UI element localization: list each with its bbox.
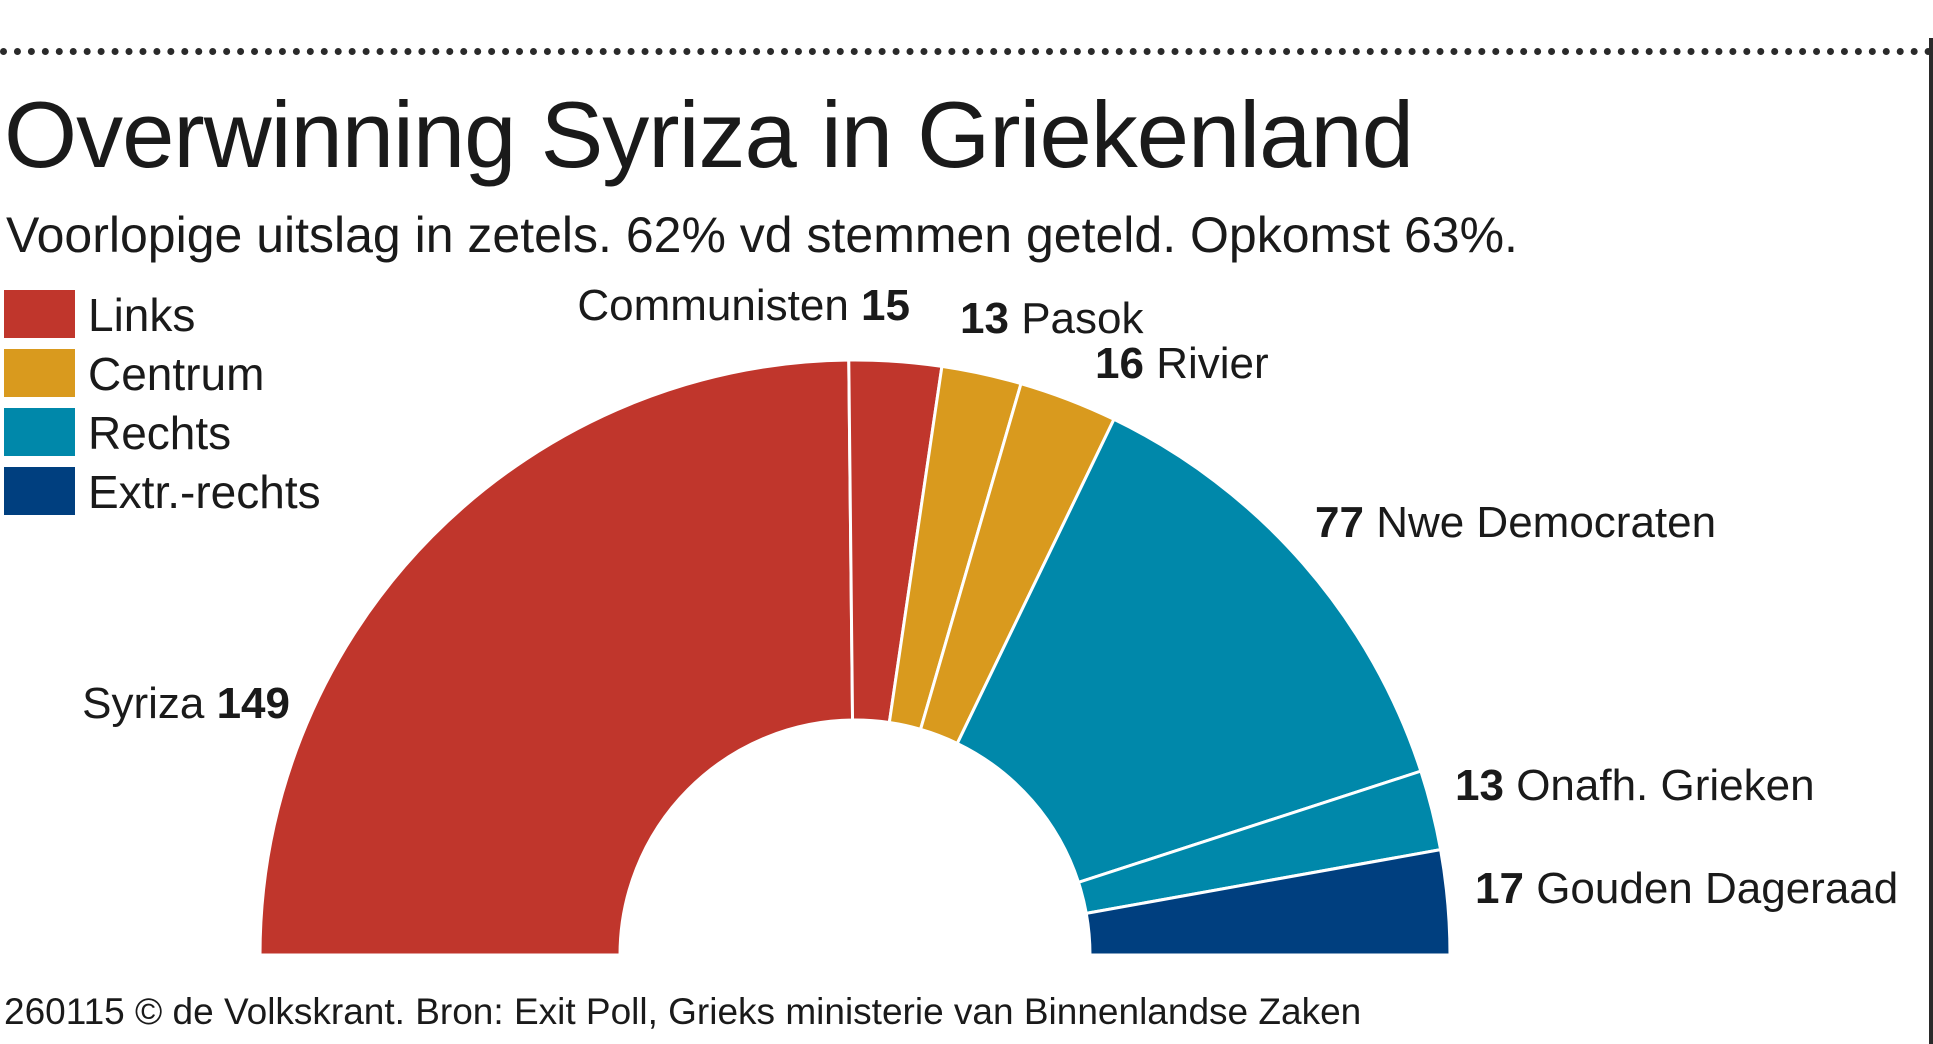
slice-gouden-dageraad [1084,847,1452,957]
dotted-divider [0,48,1933,55]
source-footer: 260115 © de Volkskrant. Bron: Exit Poll,… [4,991,1362,1032]
legend-label: Extr.-rechts [88,466,321,518]
slice-label: 13 Pasok [960,294,1144,343]
slice-label: 17 Gouden Dageraad [1475,864,1898,913]
legend-label: Rechts [88,407,232,459]
legend-swatch [4,467,75,515]
legend-label: Links [88,289,196,341]
slice-label: 16 Rivier [1095,339,1269,388]
slice-label: 13 Onafh. Grieken [1455,761,1815,810]
slice-label: Syriza 149 [82,679,290,728]
slice-label: 77 Nwe Democraten [1315,498,1716,547]
slice-syriza [258,358,855,957]
slice-label: Communisten 15 [577,281,910,330]
legend-swatch [4,349,75,397]
chart-subtitle: Voorlopige uitslag in zetels. 62% vd ste… [6,207,1518,263]
legend-swatch [4,408,75,456]
legend-swatch [4,290,75,338]
legend-label: Centrum [88,348,265,400]
frame-border [1929,38,1933,1044]
chart-title: Overwinning Syriza in Griekenland [4,82,1414,187]
slice-nwe-democraten [955,417,1423,885]
